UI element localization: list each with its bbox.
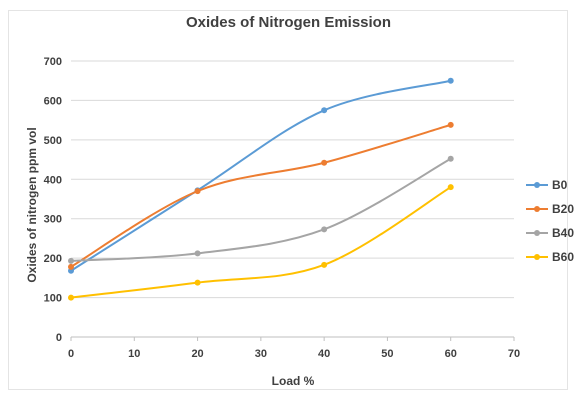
x-tick-label: 60 <box>445 348 457 360</box>
y-tick-label: 100 <box>44 293 62 305</box>
data-point-b60 <box>448 184 454 190</box>
series-line-b0 <box>71 81 451 271</box>
x-tick-label: 0 <box>68 348 74 360</box>
data-point-b20 <box>448 122 454 128</box>
x-axis: 0 10 20 30 40 50 60 70 <box>68 337 520 360</box>
legend-label-b60: B60 <box>552 250 574 264</box>
legend-label-b20: B20 <box>552 202 574 216</box>
y-tick-label: 300 <box>44 214 62 226</box>
y-tick-label: 400 <box>44 174 62 186</box>
legend-marker-b20 <box>534 206 540 212</box>
y-tick-label: 0 <box>56 332 62 344</box>
data-point-b0 <box>448 78 454 84</box>
x-axis-label: Load % <box>272 374 315 388</box>
data-point-b0 <box>321 107 327 113</box>
data-point-b60 <box>68 295 74 301</box>
legend-label-b40: B40 <box>552 226 574 240</box>
legend-marker-b40 <box>534 230 540 236</box>
data-point-b20 <box>68 264 74 270</box>
x-tick-label: 30 <box>255 348 267 360</box>
gridlines <box>71 61 514 337</box>
data-point-b60 <box>195 280 201 286</box>
x-tick-label: 10 <box>128 348 140 360</box>
data-point-b60 <box>321 262 327 268</box>
x-tick-label: 40 <box>318 348 330 360</box>
data-point-b20 <box>195 188 201 194</box>
data-point-b40 <box>195 250 201 256</box>
series-line-b60 <box>71 187 451 297</box>
y-tick-label: 600 <box>44 95 62 107</box>
data-point-b40 <box>321 226 327 232</box>
x-tick-label: 70 <box>508 348 520 360</box>
y-axis-label: Oxides of nitrogen ppm vol <box>25 127 39 282</box>
x-tick-label: 50 <box>381 348 393 360</box>
y-tick-label: 700 <box>44 56 62 68</box>
x-tick-label: 20 <box>191 348 203 360</box>
data-point-b40 <box>68 258 74 264</box>
legend-marker-b60 <box>534 254 540 260</box>
legend: B0 B20 B40 B60 <box>526 178 574 264</box>
legend-marker-b0 <box>534 182 540 188</box>
y-axis: 0 100 200 300 400 500 600 700 <box>44 56 62 344</box>
y-tick-label: 200 <box>44 253 62 265</box>
data-point-b20 <box>321 160 327 166</box>
legend-label-b0: B0 <box>552 178 568 192</box>
series-group <box>68 78 454 301</box>
data-point-b40 <box>448 156 454 162</box>
y-tick-label: 500 <box>44 135 62 147</box>
